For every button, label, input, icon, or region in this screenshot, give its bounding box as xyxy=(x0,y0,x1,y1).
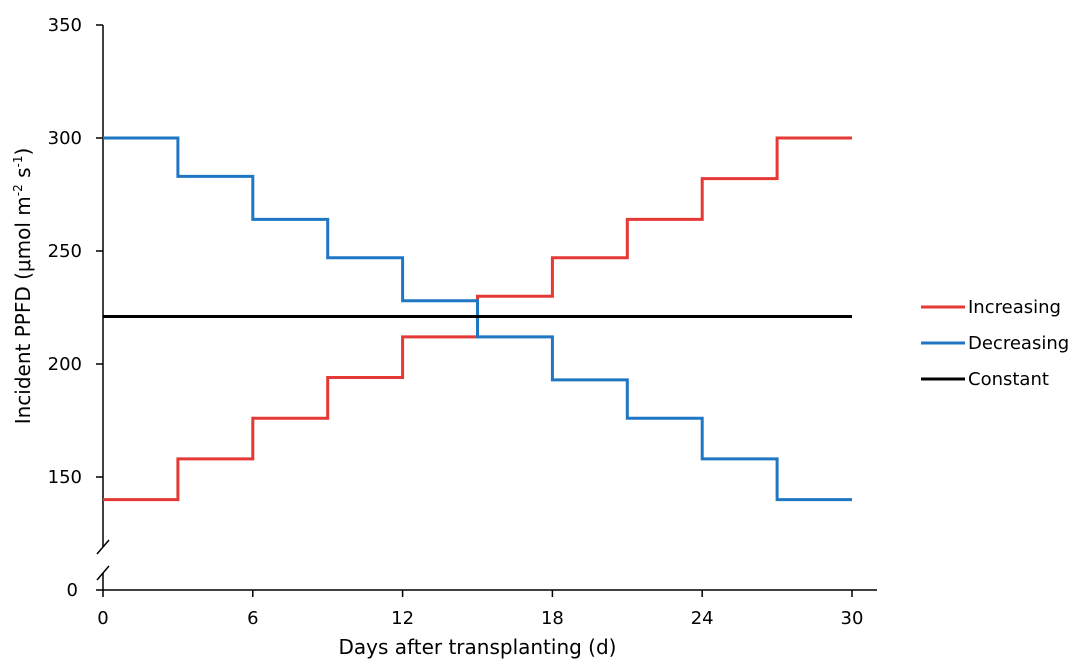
y-axis-label-middle: s xyxy=(11,168,35,185)
legend-label-decreasing: Decreasing xyxy=(968,333,1069,354)
y-axis-label-prefix: Incident PPFD (μmol m xyxy=(11,196,35,424)
y-tick-label: 300 xyxy=(48,128,82,149)
y-tick-label: 150 xyxy=(48,467,82,488)
axis-break-mark xyxy=(96,539,110,555)
series-line-decreasing xyxy=(103,136,852,502)
legend-label-constant: Constant xyxy=(968,369,1049,390)
y-tick-label: 350 xyxy=(48,15,82,36)
y-axis-label: Incident PPFD (μmol m-2 s-1) xyxy=(11,148,35,425)
legend: Increasing Decreasing Constant xyxy=(921,297,1069,390)
y-tick-label-zero: 0 xyxy=(67,580,78,601)
ticks: 150 200 250 300 350 0 6 12 18 24 30 xyxy=(48,15,864,629)
y-axis-label-sup1: -2 xyxy=(11,184,25,196)
x-tick-label: 24 xyxy=(691,608,714,629)
x-tick-label: 0 xyxy=(97,608,108,629)
x-axis-label: Days after transplanting (d) xyxy=(339,635,617,659)
axes xyxy=(96,25,877,591)
x-tick-label: 18 xyxy=(541,608,564,629)
x-tick-label: 6 xyxy=(247,608,258,629)
series-layer xyxy=(103,136,852,502)
x-tick-label: 30 xyxy=(841,608,864,629)
legend-label-increasing: Increasing xyxy=(968,297,1061,318)
y-tick-label: 200 xyxy=(48,354,82,375)
x-tick-label: 12 xyxy=(391,608,414,629)
y-tick-label: 250 xyxy=(48,241,82,262)
axis-break-mark xyxy=(96,565,110,581)
y-axis-label-sup2: -1 xyxy=(11,156,25,168)
y-axis-label-suffix: ) xyxy=(11,148,35,156)
